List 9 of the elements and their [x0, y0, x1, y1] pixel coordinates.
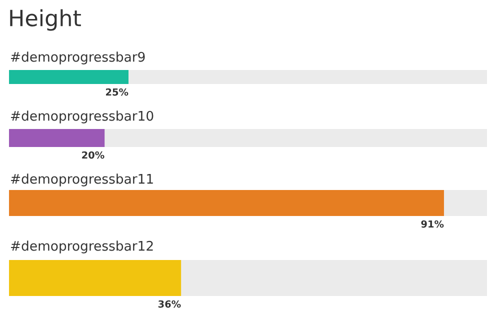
data-label: 91% [421, 220, 444, 228]
data-label: 25% [106, 88, 128, 96]
y-tick-label: #demoprogressbar12 [11, 240, 153, 254]
data-label: 20% [82, 151, 104, 159]
y-tick-label: #demoprogressbar10 [11, 110, 154, 124]
data-label: 36% [158, 300, 181, 308]
y-tick-label: #demoprogressbar11 [11, 174, 153, 186]
chart-title: Height [10, 9, 81, 31]
y-tick-label: #demoprogressbar9 [11, 52, 145, 64]
